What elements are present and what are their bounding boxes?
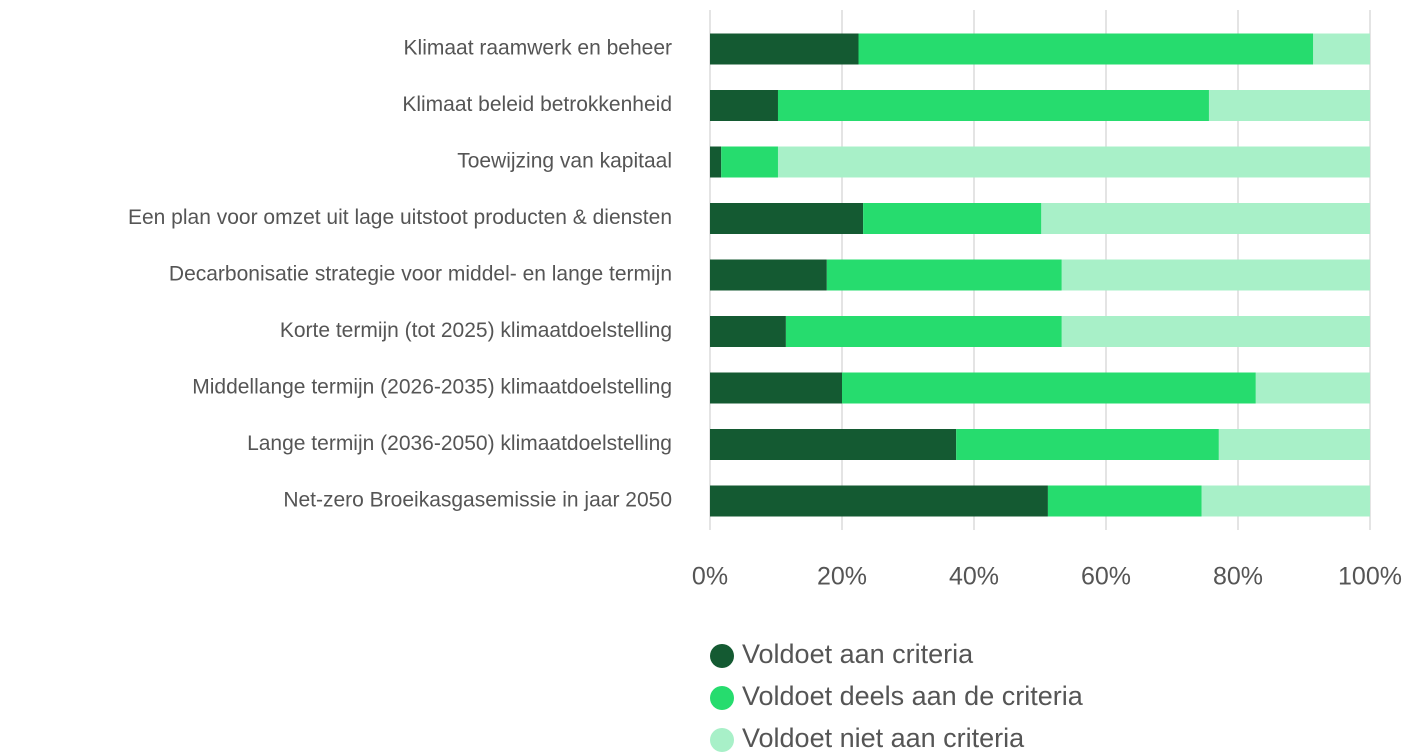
bar-segment	[1255, 372, 1370, 404]
bar-segment	[1218, 429, 1370, 460]
y-tick-label: Toewijzing van kapitaal	[457, 150, 672, 173]
y-tick-label: Lange termijn (2036-2050) klimaatdoelste…	[247, 432, 672, 455]
bar-segment	[842, 372, 1256, 404]
bar-segment	[710, 90, 778, 121]
bar-segment	[858, 33, 1314, 65]
x-tick-label: 40%	[949, 563, 999, 591]
bar-segment	[956, 429, 1219, 460]
x-tick-label: 80%	[1213, 563, 1263, 591]
x-tick-label: 20%	[817, 563, 867, 591]
bar-segment	[710, 259, 827, 291]
bar-segment	[785, 316, 1062, 347]
bar-segment	[1041, 203, 1370, 234]
legend-marker	[710, 686, 734, 710]
bar-segment	[1208, 90, 1370, 121]
bar-segment	[1061, 259, 1370, 291]
y-tick-label: Net-zero Broeikasgasemissie in jaar 2050	[283, 489, 672, 512]
y-tick-label: Klimaat raamwerk en beheer	[404, 37, 672, 60]
bar-segment	[710, 372, 842, 404]
legend-label: Voldoet deels aan de criteria	[742, 681, 1084, 711]
bar-segment	[721, 146, 778, 178]
bar-segment	[777, 146, 1370, 178]
bar-segment	[1047, 485, 1202, 517]
bar-segment	[1313, 33, 1370, 65]
bar-segment	[777, 90, 1209, 121]
y-tick-label: Een plan voor omzet uit lage uitstoot pr…	[128, 206, 672, 229]
x-tick-label: 100%	[1338, 563, 1402, 591]
bar-segment	[710, 429, 957, 460]
bar-segment	[863, 203, 1042, 234]
bar-segment	[1061, 316, 1370, 347]
bar-segment	[710, 146, 722, 178]
bar-segment	[710, 485, 1048, 517]
y-tick-label: Decarbonisatie strategie voor middel- en…	[169, 263, 672, 286]
x-tick-label: 60%	[1081, 563, 1131, 591]
legend-marker	[710, 644, 734, 668]
y-tick-label: Korte termijn (tot 2025) klimaatdoelstel…	[280, 319, 672, 342]
y-tick-label: Middellange termijn (2026-2035) klimaatd…	[192, 376, 672, 399]
bar-segment	[710, 33, 859, 65]
bar-segment	[710, 203, 864, 234]
legend-label: Voldoet aan criteria	[742, 639, 974, 669]
y-tick-label: Klimaat beleid betrokkenheid	[402, 93, 672, 116]
legend-label: Voldoet niet aan criteria	[742, 723, 1025, 753]
bar-segment	[826, 259, 1062, 291]
legend-marker	[710, 728, 734, 752]
x-tick-label: 0%	[692, 563, 728, 591]
bar-segment	[710, 316, 786, 347]
bar-segment	[1201, 485, 1370, 517]
